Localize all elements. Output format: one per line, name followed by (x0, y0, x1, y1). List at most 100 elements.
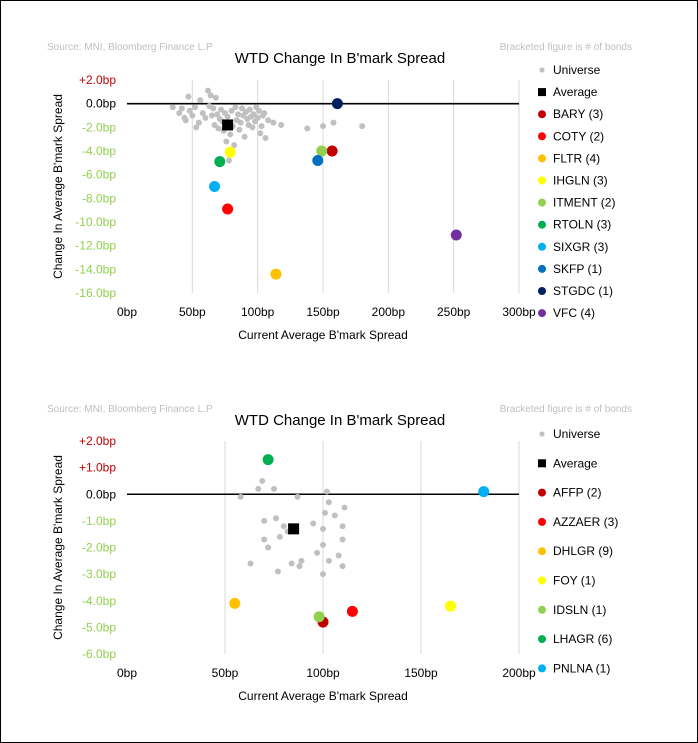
bond-count-note: Bracketed figure is # of bonds (500, 404, 632, 415)
y-tick-label: -4.0bp (82, 144, 116, 158)
legend-label: AZZAER (3) (553, 515, 618, 529)
x-tick-label: 50bp (212, 666, 239, 680)
legend-label: PNLNA (1) (553, 661, 610, 675)
universe-point (195, 119, 202, 126)
universe-point (339, 563, 346, 570)
legend-marker (538, 154, 546, 163)
universe-point (270, 119, 277, 126)
universe-point (207, 92, 214, 99)
legend-marker (538, 635, 546, 644)
universe-point (246, 106, 253, 113)
y-tick-label: -2.0bp (82, 541, 116, 555)
issuer-point-vfc (450, 229, 462, 241)
universe-point (330, 119, 337, 126)
legend-marker (538, 664, 546, 673)
universe-point (202, 114, 209, 121)
legend-label: IHGLN (3) (553, 174, 608, 188)
legend-label: ITMENT (2) (553, 196, 615, 210)
legend-marker (538, 88, 546, 97)
x-tick-label: 250bp (437, 305, 471, 319)
legend-label: COTY (2) (553, 129, 604, 143)
universe-point (186, 107, 193, 114)
universe-point (271, 485, 277, 492)
issuer-point-bary (326, 145, 338, 157)
universe-point (249, 124, 256, 131)
issuer-point-coty (222, 203, 234, 215)
universe-point (259, 477, 266, 484)
source-note: Source: MNI, Bloomberg Finance L.P (47, 404, 213, 415)
universe-point (320, 541, 326, 548)
universe-point (193, 124, 200, 131)
legend-marker (538, 576, 546, 585)
y-tick-label: -6.0bp (82, 168, 116, 182)
universe-point (189, 112, 196, 119)
universe-point (205, 87, 212, 94)
y-tick-label: -1.0bp (82, 514, 116, 528)
universe-point (211, 121, 218, 128)
universe-point (224, 113, 231, 120)
universe-point (191, 104, 198, 111)
universe-point (247, 560, 254, 567)
universe-point (232, 104, 239, 111)
legend-label: Universe (553, 427, 601, 441)
legend-label: IDSLN (1) (553, 603, 606, 617)
universe-point (197, 97, 204, 104)
issuer-point-ihgln (224, 146, 236, 158)
x-tick-label: 100bp (241, 305, 275, 319)
legend-label: AFFP (2) (553, 486, 601, 500)
universe-point (237, 493, 244, 500)
legend-label: Universe (553, 63, 601, 77)
universe-point (294, 493, 301, 500)
universe-point (320, 123, 326, 130)
legend-marker (538, 488, 546, 497)
universe-point (261, 110, 268, 117)
universe-point (272, 515, 279, 522)
y-tick-label: -16.0bp (75, 286, 116, 300)
legend-label: SKFP (1) (553, 262, 602, 276)
legend-label: BARY (3) (553, 107, 603, 121)
issuer-point-pnlna (478, 486, 490, 498)
universe-point (335, 552, 342, 559)
scatter-chart-bottom: Source: MNI, Bloomberg Finance L.P Bracke… (47, 404, 632, 703)
y-tick-label: -12.0bp (75, 239, 116, 253)
universe-point (228, 107, 235, 114)
universe-point (265, 117, 272, 124)
universe-point (258, 123, 265, 130)
universe-point (176, 110, 183, 117)
scatter-chart-top: Source: MNI, Bloomberg Finance L.P Bracke… (47, 42, 632, 342)
universe-point (262, 134, 269, 141)
bond-count-note: Bracketed figure is # of bonds (500, 42, 632, 53)
legend-marker (538, 198, 546, 207)
y-tick-label: -4.0bp (82, 594, 116, 608)
y-tick-label: 0.0bp (86, 97, 116, 111)
issuer-point-azzaer (346, 605, 358, 617)
y-tick-label: -5.0bp (82, 620, 116, 634)
x-tick-label: 300bp (502, 305, 536, 319)
x-tick-label: 200bp (502, 666, 536, 680)
universe-point (278, 121, 285, 128)
universe-point (257, 130, 264, 137)
chart-panel-top: Source: MNI, Bloomberg Finance L.P Bracke… (2, 11, 696, 351)
universe-point (341, 504, 348, 511)
legend-marker (538, 547, 546, 556)
issuer-point-dhlgr (229, 597, 241, 609)
x-tick-label: 100bp (306, 666, 340, 680)
x-tick-label: 50bp (179, 305, 206, 319)
legend-marker (538, 459, 546, 468)
legend-label: VFC (4) (553, 306, 595, 320)
universe-point (359, 123, 366, 130)
legend-label: RTOLN (3) (553, 218, 611, 232)
universe-point (323, 488, 330, 495)
x-axis-title: Current Average B'mark Spread (238, 328, 408, 342)
universe-point (254, 114, 261, 121)
universe-point (280, 523, 287, 530)
universe-point (325, 499, 332, 506)
universe-point (227, 131, 234, 138)
issuer-point-itment (316, 145, 328, 157)
x-tick-label: 0bp (117, 666, 137, 680)
universe-point (250, 111, 257, 118)
x-tick-label: 0bp (117, 305, 137, 319)
universe-point (298, 557, 305, 564)
issuer-point-rtoln (214, 156, 226, 168)
